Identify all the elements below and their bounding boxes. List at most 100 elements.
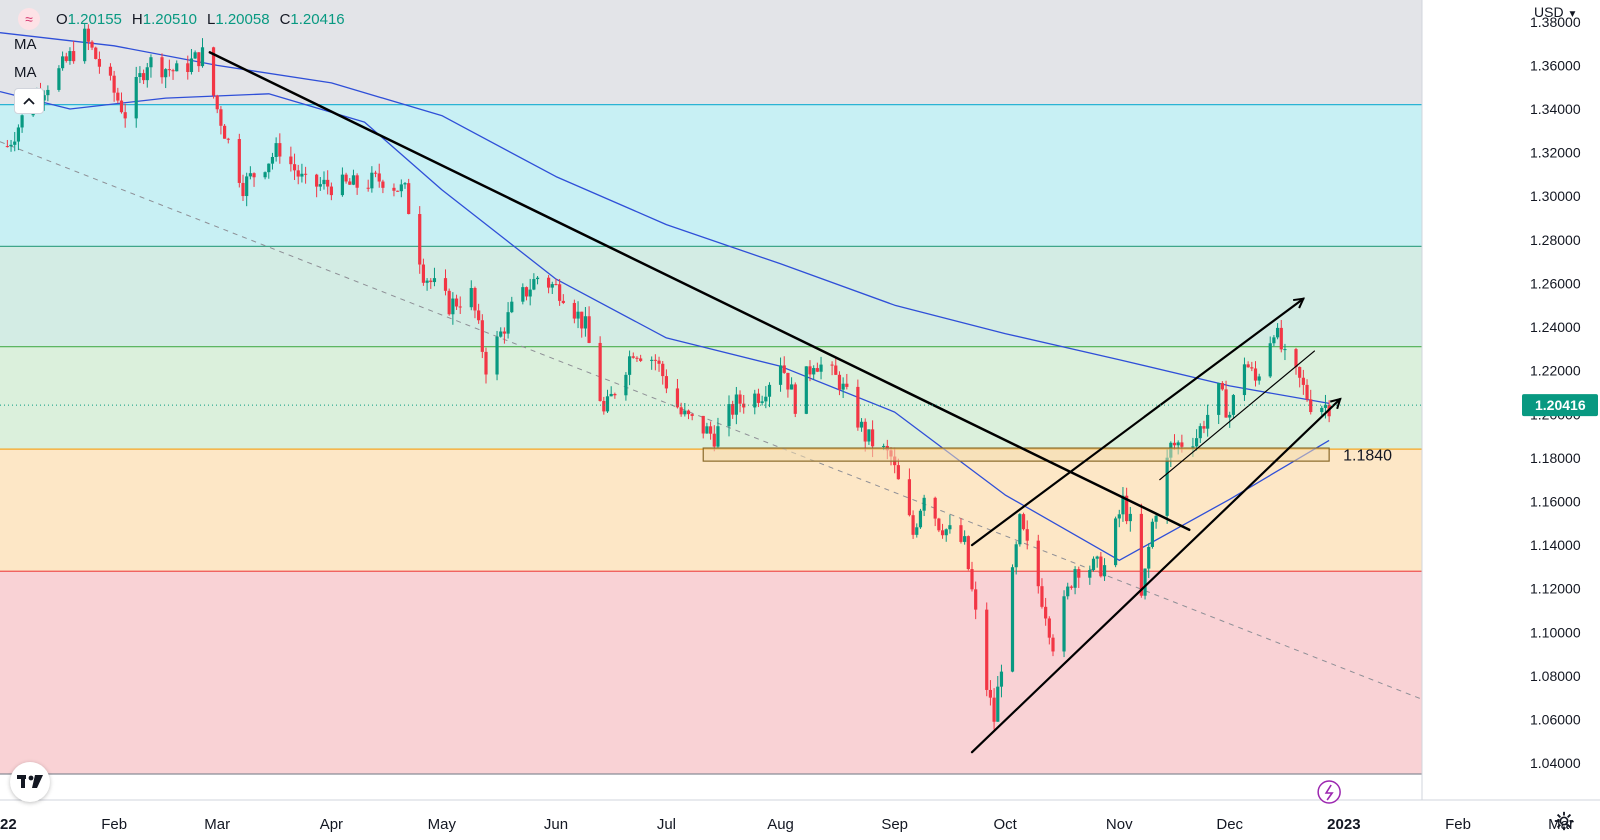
candle-body <box>528 289 532 297</box>
candle-body <box>370 172 374 189</box>
candle-body <box>1088 570 1092 578</box>
zone-band-0 <box>0 0 1422 105</box>
candle-body <box>248 173 252 177</box>
indicator-lines <box>0 32 1600 770</box>
candle-body <box>918 510 923 528</box>
candle-body <box>1257 376 1261 381</box>
candle-body <box>458 306 462 308</box>
candle-body <box>1047 618 1051 638</box>
candle-body <box>572 302 576 319</box>
candle-body <box>1283 349 1287 351</box>
candle-body <box>1194 438 1199 447</box>
candle-body <box>708 426 713 434</box>
candle-body <box>403 183 407 185</box>
candle-body <box>1069 586 1074 588</box>
candle-body <box>1051 637 1055 652</box>
candle-body <box>1102 565 1107 577</box>
candle-body <box>1172 442 1177 446</box>
candle-body <box>580 311 584 329</box>
candle-body <box>996 686 1000 722</box>
currency-dropdown[interactable]: USD ▼ <box>1534 4 1577 20</box>
candle-body <box>882 445 886 447</box>
candle-body <box>653 359 657 361</box>
candle-body <box>64 56 68 61</box>
y-tick-label: 1.04000 <box>1530 755 1581 771</box>
candle-body <box>661 363 665 377</box>
candle-body <box>94 47 98 59</box>
candle-body <box>554 284 558 286</box>
candle-body <box>963 536 967 542</box>
candle-body <box>546 277 551 288</box>
symbol-logo-icon[interactable]: ≈ <box>18 8 40 30</box>
candle-body <box>1010 567 1015 672</box>
candle-body <box>767 384 772 397</box>
candle-body <box>609 393 613 397</box>
candle-body <box>1301 377 1305 385</box>
indicator-ma-1[interactable]: MA <box>14 36 37 53</box>
candle-body <box>222 125 227 139</box>
close-value: 1.20416 <box>290 10 345 28</box>
candle-body <box>1268 343 1272 377</box>
candle-body <box>506 312 510 334</box>
candle-body <box>289 156 293 165</box>
x-tick-label: Jun <box>544 816 568 833</box>
channel-upper-line <box>970 299 1303 547</box>
candle-body <box>432 278 437 283</box>
candle-body <box>1228 414 1232 418</box>
channel-lower-line <box>970 399 1340 754</box>
candle-body <box>278 143 282 157</box>
candle-body <box>524 287 529 297</box>
candle-body <box>705 426 709 434</box>
candle-body <box>786 372 790 390</box>
candle-body <box>940 530 945 536</box>
candle-body <box>443 278 448 291</box>
candle-body <box>764 396 768 402</box>
x-tick-label: 2023 <box>1327 816 1360 833</box>
candle-body <box>1224 389 1228 418</box>
candle-body <box>701 415 705 434</box>
candle-body <box>804 366 808 414</box>
close-label: C <box>279 10 291 28</box>
candle-body <box>381 181 385 188</box>
candle-body <box>407 183 411 215</box>
candle-body <box>16 127 21 142</box>
collapse-legend-button[interactable] <box>14 88 44 114</box>
candle-body <box>870 429 875 447</box>
ohlc-legend: ≈ O 1.20155 H 1.20510 L 1.20058 C 1.2041… <box>18 8 345 30</box>
indicator-ma-2[interactable]: MA <box>14 64 37 81</box>
y-tick-label: 1.30000 <box>1530 188 1581 204</box>
dashed-trend-line <box>0 141 1600 770</box>
candle-body <box>856 386 860 428</box>
candle-body <box>782 365 786 373</box>
candle-body <box>867 429 871 442</box>
x-tick-label: Nov <box>1106 816 1133 833</box>
candle-body <box>933 497 937 519</box>
candle-body <box>690 414 694 416</box>
candle-body <box>175 63 179 72</box>
candle-body <box>1036 540 1040 587</box>
candle-body <box>922 497 926 511</box>
candle-body <box>1176 442 1180 446</box>
candle-body <box>683 410 687 415</box>
candle-body <box>627 356 632 375</box>
candle-body <box>1323 404 1328 408</box>
candle-body <box>535 277 540 280</box>
candle-body <box>756 393 761 403</box>
candle-body <box>68 51 72 61</box>
candle-body <box>164 69 168 78</box>
candle-body <box>1309 399 1313 413</box>
price-zones <box>0 0 1422 775</box>
gear-icon[interactable] <box>1553 810 1575 832</box>
candle-body <box>171 70 175 72</box>
y-tick-label: 1.26000 <box>1530 275 1581 291</box>
candle-body <box>138 73 142 77</box>
chevron-down-icon: ▼ <box>1567 9 1578 20</box>
candle-body <box>789 384 794 390</box>
candle-body <box>602 400 606 412</box>
tradingview-logo-icon[interactable] <box>10 762 50 802</box>
candle-body <box>193 52 197 59</box>
candle-body <box>1217 383 1221 415</box>
candle-body <box>650 359 654 361</box>
candle-body <box>561 300 565 303</box>
